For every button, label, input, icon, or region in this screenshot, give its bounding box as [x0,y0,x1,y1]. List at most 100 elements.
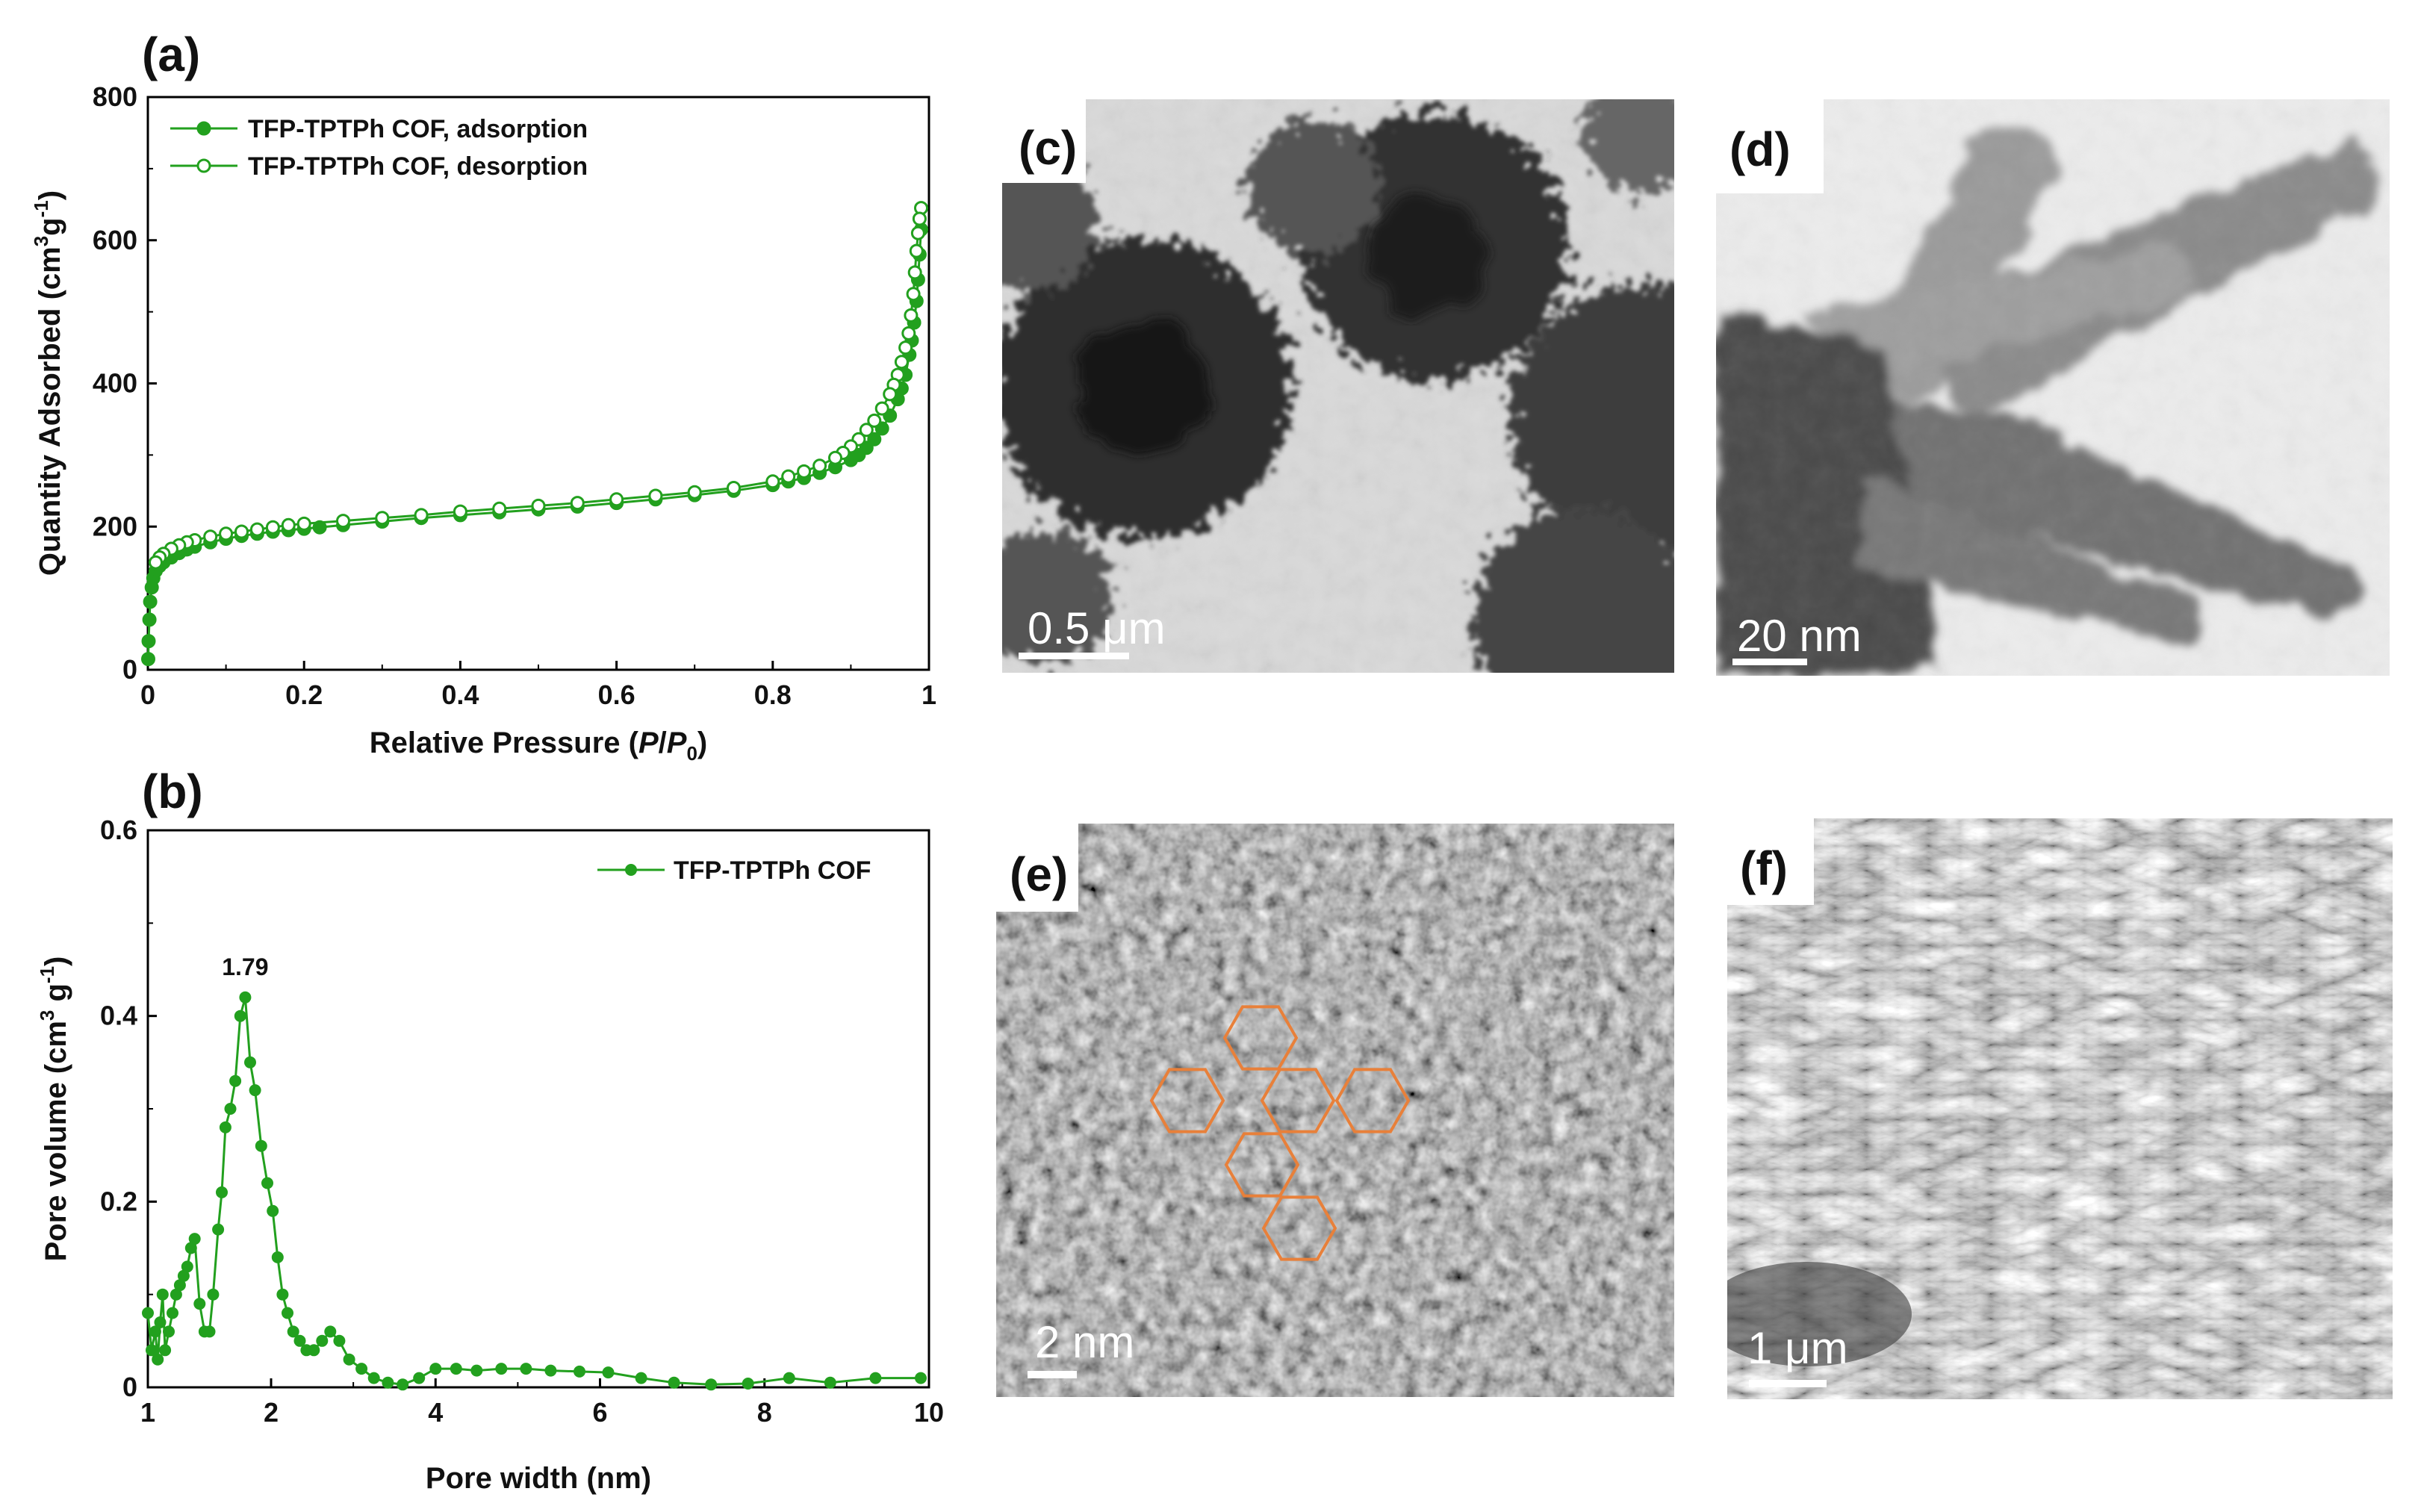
data-point [915,1372,927,1384]
data-point [239,991,252,1004]
data-point [149,1325,161,1338]
data-point [520,1363,532,1375]
data-point [224,1103,237,1115]
x-tick-label: 10 [914,1397,944,1428]
legend-marker-b [625,864,637,876]
scale-label-c: 0.5 μm [1028,603,1166,653]
data-point [163,1325,175,1338]
scale-bar-d [1732,659,1807,665]
data-point [152,1353,164,1366]
data-point [296,516,311,531]
y-tick-label: 0 [122,654,137,685]
y-tick-label: 400 [93,368,137,399]
y-tick-label: 0.6 [100,815,137,845]
x-tick-label: 1 [921,679,936,710]
data-point [453,504,467,519]
hexagon-shape [1149,1068,1225,1133]
data-point [859,441,874,455]
panel-label-a: (a) [142,28,200,81]
data-point [397,1378,409,1391]
hexagon-shape [1222,1005,1299,1071]
data-point [531,498,546,513]
data-point [324,1325,337,1338]
data-point [343,1353,355,1366]
legend-a: TFP-TPTPh COF, adsorption TFP-TPTPh COF,… [170,115,588,181]
data-point [812,458,827,473]
plot-frame-a [146,96,930,671]
data-point [143,594,158,609]
data-point [219,1121,231,1133]
data-point [167,1307,178,1319]
x-tick-label: 0.4 [441,679,479,710]
data-point [367,1372,380,1384]
x-tick-label: 0.2 [285,679,323,710]
scale-label-e: 2 nm [1035,1317,1134,1367]
y-tick-label: 0.2 [100,1186,137,1216]
data-point [234,1009,246,1022]
scale-bar-f [1749,1380,1827,1387]
data-point [249,1084,261,1097]
data-point [159,1344,172,1357]
data-point [193,1298,206,1310]
data-point [705,1378,718,1391]
chart-panel-b: (b) 1 2 4 6 8 10 0 0.2 0.4 0.6 1.79 TFP-TPTPh COF… [36,765,944,1495]
data-point [203,1325,216,1338]
data-point [413,1372,426,1384]
data-point [234,524,249,539]
axis-ticks-b: 1 2 4 6 8 10 0 0.2 0.4 0.6 [100,815,944,1428]
chart-panel-a: (a) 0 0.2 0.4 0.6 0.8 1 0 200 400 600 800 TFP-TPTP… [30,28,936,765]
data-point [910,225,925,240]
data-point [336,514,350,529]
tem-image-c: (c) 0.5 μm [1002,99,1674,673]
series-group-a [141,201,928,667]
x-tick-label: 4 [428,1397,443,1428]
data-point [648,488,663,503]
data-point [141,634,156,649]
data-point [316,1334,329,1347]
axis-ticks-a: 0 0.2 0.4 0.6 0.8 1 0 200 400 600 800 [93,81,936,710]
data-point [609,492,624,507]
panel-label-c: (c) [1019,121,1077,175]
data-point [261,1177,273,1189]
data-point [828,450,842,465]
x-axis-label-b: Pore width (nm) [426,1462,651,1495]
data-point [906,287,921,302]
x-tick-label: 0.6 [598,679,635,710]
data-point [173,1279,186,1292]
data-point [765,474,780,489]
data-point [470,1364,483,1377]
data-point [742,1378,754,1390]
data-point [867,413,882,428]
data-point [212,1223,225,1236]
data-point [574,1365,585,1378]
sem-image-f: (f) 1 μm [1727,818,2393,1399]
data-point [149,555,163,570]
plot-frame-b [146,829,930,1389]
data-point [267,1204,279,1217]
x-tick-label: 2 [264,1397,279,1428]
data-point [492,501,507,516]
legend-marker-adsorption [196,121,211,136]
hexagon-shape [1334,1068,1411,1133]
series-line-primary [147,229,922,659]
data-point [219,526,234,541]
data-point [904,308,919,323]
data-point [414,508,429,523]
x-tick-label: 6 [592,1397,607,1428]
data-point [154,1316,167,1328]
data-point [142,1307,154,1319]
scale-bar-c [1019,653,1129,659]
x-tick-label: 1 [140,1397,155,1428]
data-point [207,1288,220,1301]
data-point [544,1364,557,1377]
data-point [495,1363,508,1375]
hexagon-shape [1261,1195,1337,1261]
data-point [281,517,296,532]
x-tick-label: 8 [757,1397,772,1428]
data-point [141,652,155,667]
series-line-psd [146,997,921,1386]
peak-annotation: 1.79 [222,953,268,980]
data-point [797,464,812,479]
tem-image-d: (d) 20 nm [1716,99,2390,676]
